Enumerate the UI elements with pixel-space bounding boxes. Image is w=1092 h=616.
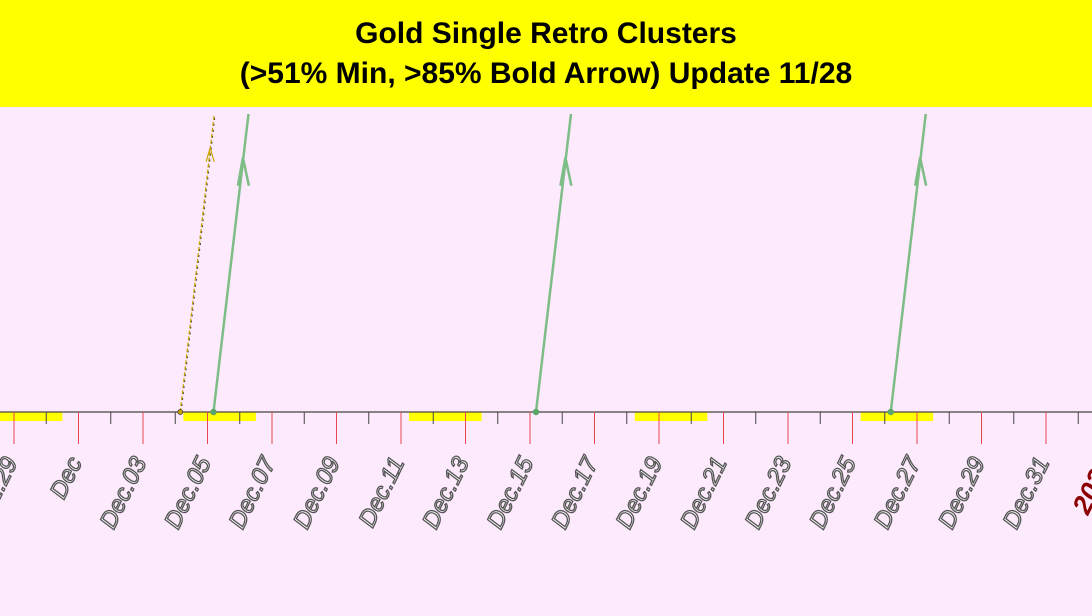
tick-labels: 11.29 Dec Dec.03 Dec.05 Dec.07 Dec.09 Dec.11 De…: [0, 451, 1092, 534]
tick-label: Dec.19: [611, 453, 669, 533]
tick-label: Dec.03: [95, 452, 153, 533]
tick-label: Dec.31: [998, 453, 1056, 533]
tick-label: Dec.13: [417, 452, 475, 533]
dashed-arrow: [177, 113, 216, 415]
bold-arrow: [210, 113, 251, 416]
highlight-band: [409, 412, 482, 421]
tick-label: Dec.21: [675, 453, 733, 533]
arrow-head: [559, 157, 573, 186]
tick-label: Dec.23: [740, 452, 798, 533]
chart-title-line1: Gold Single Retro Clusters: [355, 16, 737, 50]
tick-label: Dec.07: [224, 451, 282, 533]
tick-label: Dec.27: [869, 451, 927, 533]
tick-label: Dec: [45, 453, 88, 503]
arrow-base-dot: [210, 408, 217, 416]
highlight-band: [860, 412, 934, 421]
highlight-band: [0, 412, 63, 421]
tick-label: Dec.11: [354, 453, 411, 532]
chart-title-bar: Gold Single Retro Clusters (>51% Min, >8…: [0, 0, 1092, 107]
arrow-head: [913, 157, 928, 186]
chart-title-line2: (>51% Min, >85% Bold Arrow) Update 11/28: [239, 56, 853, 90]
tick-label: Dec.17: [546, 451, 604, 533]
arrow-head: [236, 157, 251, 186]
highlight-band: [183, 412, 256, 421]
year-label: 2021: [1066, 451, 1092, 519]
arrow-base-dot: [177, 409, 184, 415]
signal-arrows: [177, 113, 928, 416]
tick-label: Dec.15: [482, 452, 540, 533]
arrow-base-dot: [532, 408, 540, 416]
tick-label: Dec.29: [933, 453, 991, 533]
highlight-band: [634, 412, 708, 421]
bold-arrow: [887, 113, 928, 416]
arrow-shaft: [179, 113, 215, 413]
tick-label: Dec.09: [288, 453, 346, 533]
bold-arrow: [532, 113, 573, 416]
tick-label: Dec.05: [159, 452, 217, 533]
axis-ticks: [13, 412, 1079, 444]
tick-label: Dec.25: [804, 452, 862, 533]
tick-label: 11.29: [0, 453, 23, 517]
arrow-shaft-shadow: [180, 113, 216, 413]
highlight-bands: [0, 412, 934, 421]
arrow-base-dot: [887, 408, 894, 416]
arrow-head: [205, 145, 215, 162]
